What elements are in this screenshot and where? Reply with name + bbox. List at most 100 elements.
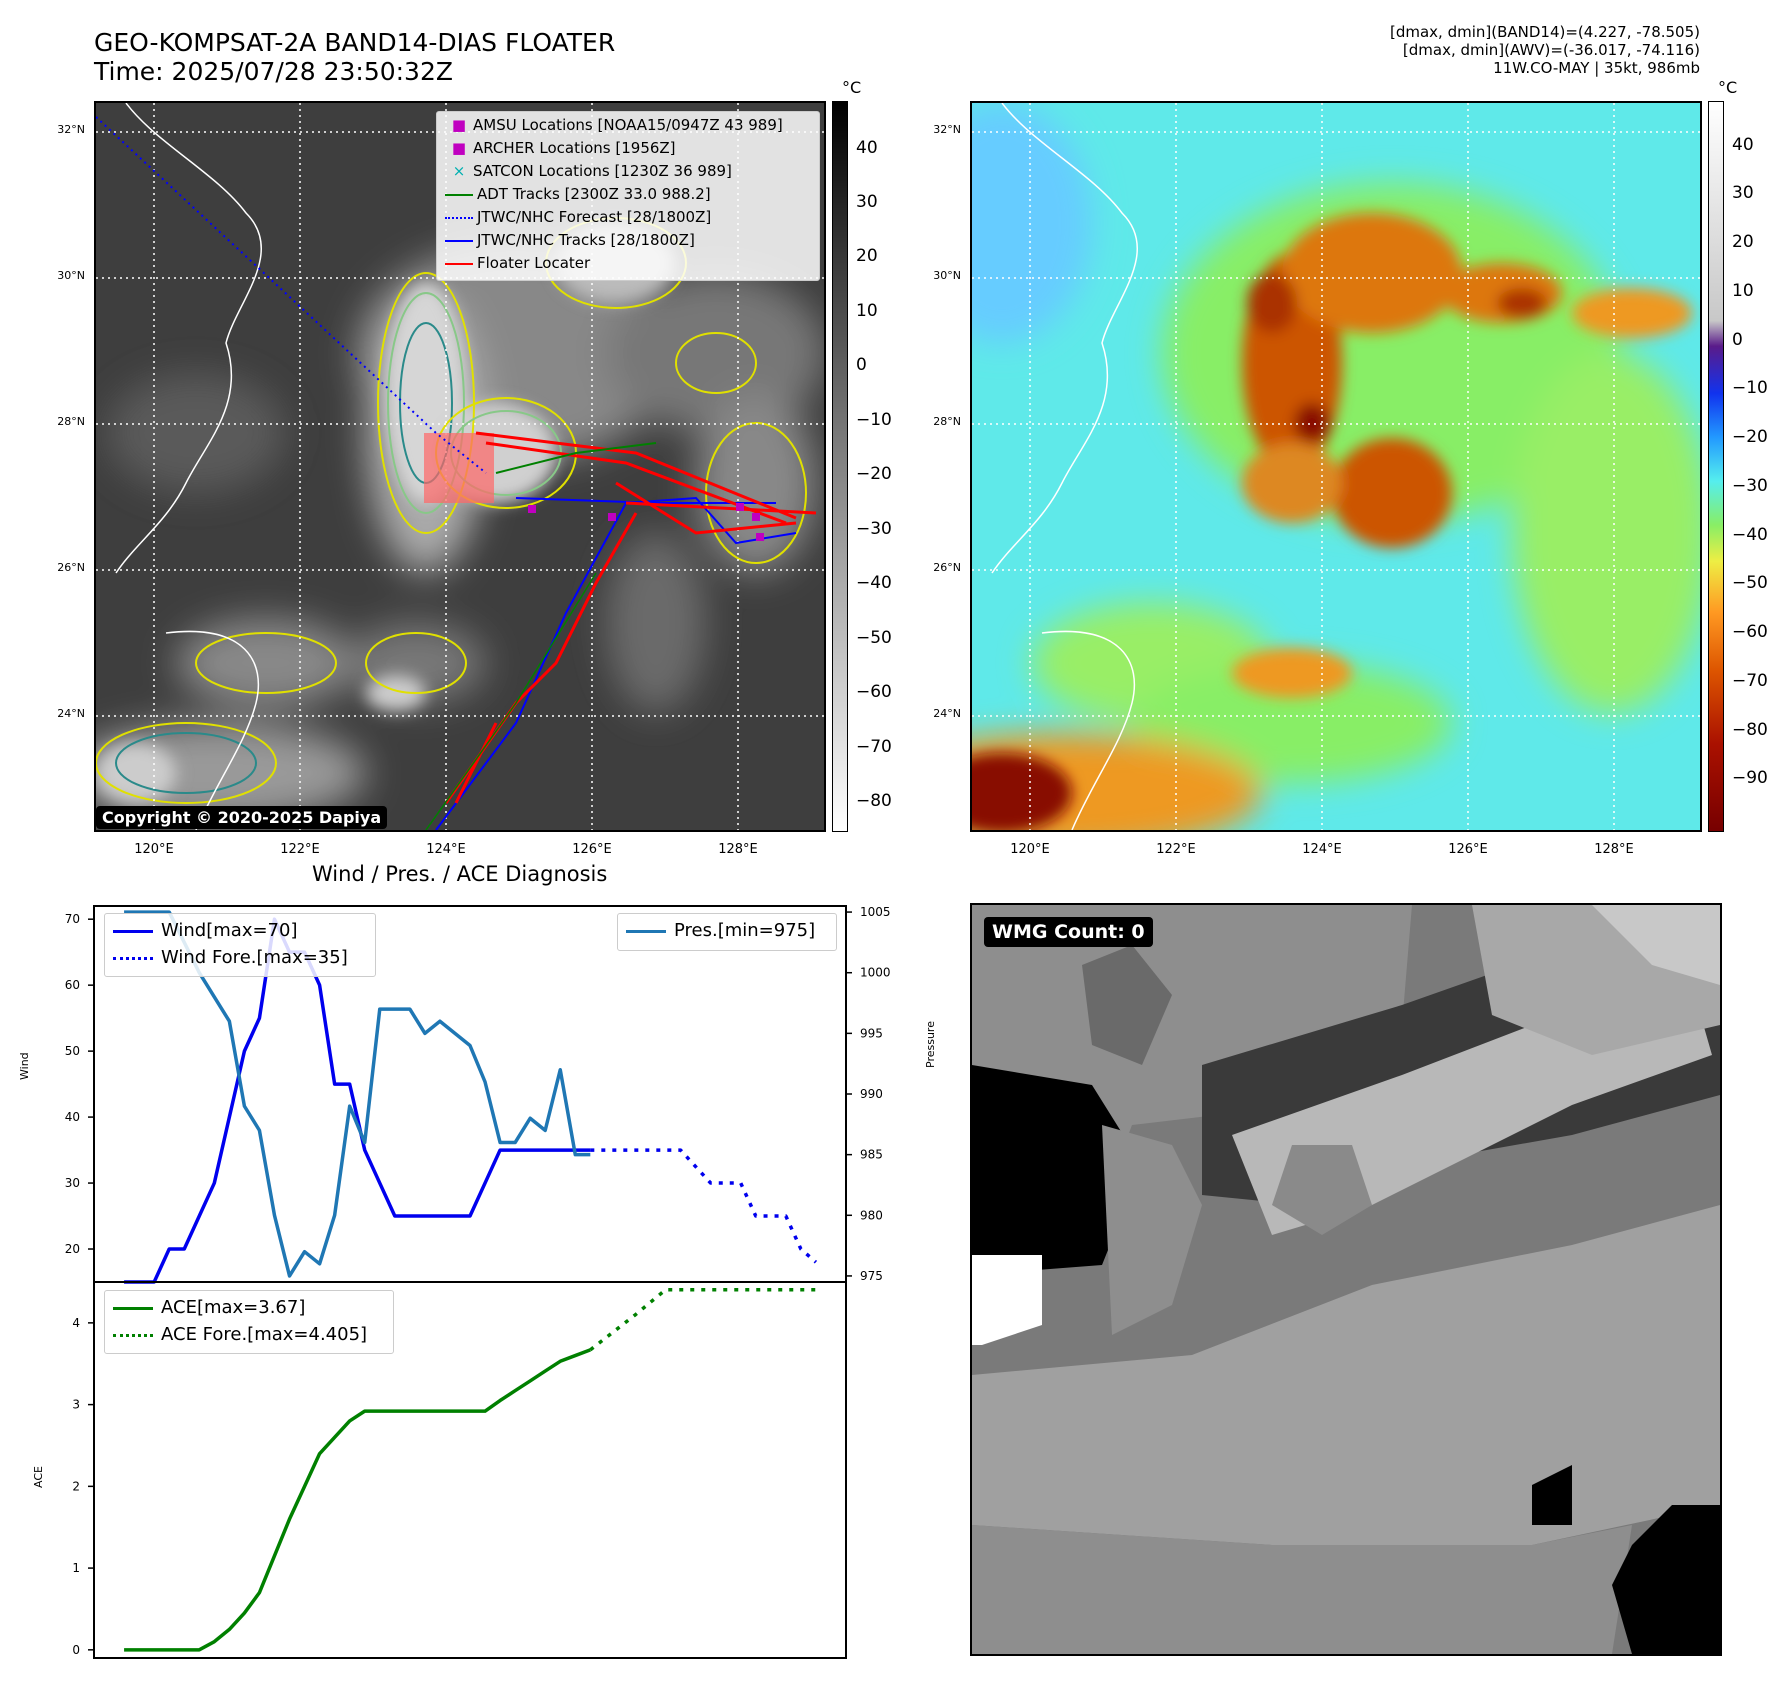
y2-tick-label: 975 xyxy=(860,1269,883,1283)
colorbar-tick: 0 xyxy=(1732,329,1743,350)
lon-tick: 126°E xyxy=(1448,842,1488,857)
lat-tick: 28°N xyxy=(933,415,961,428)
colorbar-tick: −70 xyxy=(856,736,892,757)
diagnosis-chart: 20 30 40 50 60 70 975 980 985 990 995 1000 1005 0 1 2 3… xyxy=(65,905,891,1659)
wmg-count-badge: WMG Count: 0 xyxy=(984,917,1153,947)
colorbar-tick: 20 xyxy=(856,246,878,267)
y-tick-label: 30 xyxy=(65,1176,80,1190)
colorbar1-unit: °C xyxy=(842,78,862,97)
series-line-1 xyxy=(590,1148,818,1264)
colorbar-tick: −10 xyxy=(856,409,892,430)
lat-tick: 30°N xyxy=(57,269,85,282)
lat-tick: 30°N xyxy=(933,269,961,282)
colorbar-tick: 40 xyxy=(856,137,878,158)
map-legend: ■ AMSU Locations [NOAA15/0947Z 43 989] ■ A… xyxy=(436,111,820,281)
wind-legend: Wind[max=70] Wind Fore.[max=35] xyxy=(104,913,376,977)
colorbar-tick: −40 xyxy=(1732,524,1768,545)
y-tick-label: 3 xyxy=(72,1398,80,1412)
wind-pressure-plot: 20 30 40 50 60 70 975 980 985 990 995 1000 1005 xyxy=(65,905,891,1284)
y2-tick-label: 1000 xyxy=(860,966,891,980)
colorbar-tick: −60 xyxy=(1732,622,1768,643)
colorbar-tick: 10 xyxy=(1732,280,1754,301)
legend-satcon: × SATCON Locations [1230Z 36 989] xyxy=(452,162,732,180)
lon-tick: 126°E xyxy=(572,842,612,857)
lat-tick: 26°N xyxy=(57,561,85,574)
colorbar-tick: −50 xyxy=(856,627,892,648)
y2-tick-label: 995 xyxy=(860,1026,883,1040)
colorbar1 xyxy=(832,101,848,832)
title-line-1: GEO-KOMPSAT-2A BAND14-DIAS FLOATER xyxy=(94,28,616,57)
colorbar-tick: −30 xyxy=(856,518,892,539)
legend-wind: Wind[max=70] xyxy=(113,920,298,941)
lon-tick: 124°E xyxy=(426,842,466,857)
y-tick-label: 1 xyxy=(72,1561,80,1575)
legend-ace-forecast: ACE Fore.[max=4.405] xyxy=(113,1324,367,1345)
y2-tick-label: 990 xyxy=(860,1087,883,1101)
colorbar-tick: 20 xyxy=(1732,232,1754,253)
y2-tick-label: 980 xyxy=(860,1208,883,1222)
y-tick-label: 70 xyxy=(65,912,80,926)
series-line-0 xyxy=(124,1348,591,1652)
y-tick-label: 2 xyxy=(72,1479,80,1493)
colorbar-tick: −30 xyxy=(1732,475,1768,496)
colorbar-tick: −50 xyxy=(1732,573,1768,594)
ir-map-panel: ■ AMSU Locations [NOAA15/0947Z 43 989] ■ A… xyxy=(94,101,826,832)
wmg-panel: WMG Count: 0 xyxy=(970,903,1722,1656)
series-line-2 xyxy=(124,910,591,1278)
lon-tick: 120°E xyxy=(134,842,174,857)
lon-tick: 124°E xyxy=(1302,842,1342,857)
lat-tick: 24°N xyxy=(57,707,85,720)
lon-tick: 122°E xyxy=(1156,842,1196,857)
copyright-badge: Copyright © 2020-2025 Dapiya xyxy=(96,806,388,829)
lat-tick: 24°N xyxy=(933,707,961,720)
y2-tick-label: 985 xyxy=(860,1148,883,1162)
awv-map-panel xyxy=(970,101,1702,832)
colorbar-tick: 30 xyxy=(1732,183,1754,204)
lat-tick: 26°N xyxy=(933,561,961,574)
legend-amsu: ■ AMSU Locations [NOAA15/0947Z 43 989] xyxy=(451,116,783,134)
wmg-image xyxy=(972,905,1720,1654)
lon-tick: 120°E xyxy=(1010,842,1050,857)
legend-adt: ADT Tracks [2300Z 33.0 988.2] xyxy=(445,185,711,203)
stats-info: [dmax, dmin](BAND14)=(4.227, -78.505) [d… xyxy=(1390,23,1700,77)
y-tick-label: 50 xyxy=(65,1044,80,1058)
colorbar-tick: 30 xyxy=(856,191,878,212)
legend-jtwc-tracks: JTWC/NHC Tracks [28/1800Z] xyxy=(445,231,695,249)
series-line-1 xyxy=(589,1288,816,1352)
y-tick-label: 60 xyxy=(65,978,80,992)
colorbar-tick: 0 xyxy=(856,355,867,376)
pressure-legend: Pres.[min=975] xyxy=(617,913,837,951)
diagnosis-title: Wind / Pres. / ACE Diagnosis xyxy=(312,862,608,886)
colorbar2 xyxy=(1708,101,1724,832)
lon-tick: 122°E xyxy=(280,842,320,857)
y-tick-label: 40 xyxy=(65,1110,80,1124)
legend-pressure: Pres.[min=975] xyxy=(626,920,815,941)
colorbar-tick: −70 xyxy=(1732,670,1768,691)
y-tick-label: 4 xyxy=(72,1316,80,1330)
legend-floater: Floater Locater xyxy=(445,254,590,272)
series-line-0 xyxy=(124,917,591,1284)
colorbar-tick: −10 xyxy=(1732,378,1768,399)
colorbar-tick: −40 xyxy=(856,573,892,594)
colorbar-tick: 40 xyxy=(1732,134,1754,155)
colorbar-tick: −60 xyxy=(856,682,892,703)
colorbar2-unit: °C xyxy=(1718,78,1738,97)
awv-map-image xyxy=(972,103,1700,830)
lon-tick: 128°E xyxy=(718,842,758,857)
info-line-2: [dmax, dmin](AWV)=(-36.017, -74.116) xyxy=(1402,41,1700,59)
figure-title: GEO-KOMPSAT-2A BAND14-DIAS FLOATER Time:… xyxy=(94,28,615,86)
y-tick-label: 20 xyxy=(65,1242,80,1256)
legend-wind-forecast: Wind Fore.[max=35] xyxy=(113,947,348,968)
info-line-1: [dmax, dmin](BAND14)=(4.227, -78.505) xyxy=(1389,23,1700,41)
title-line-2: Time: 2025/07/28 23:50:32Z xyxy=(94,57,453,86)
colorbar-tick: 10 xyxy=(856,300,878,321)
colorbar-tick: −20 xyxy=(1732,427,1768,448)
legend-jtwc-forecast: JTWC/NHC Forecast [28/1800Z] xyxy=(445,208,711,226)
lat-tick: 32°N xyxy=(57,123,85,136)
lat-tick: 32°N xyxy=(933,123,961,136)
legend-archer: ■ ARCHER Locations [1956Z] xyxy=(451,139,676,157)
colorbar-tick: −80 xyxy=(1732,719,1768,740)
lon-tick: 128°E xyxy=(1594,842,1634,857)
legend-ace: ACE[max=3.67] xyxy=(113,1297,305,1318)
colorbar-tick: −90 xyxy=(1732,768,1768,789)
